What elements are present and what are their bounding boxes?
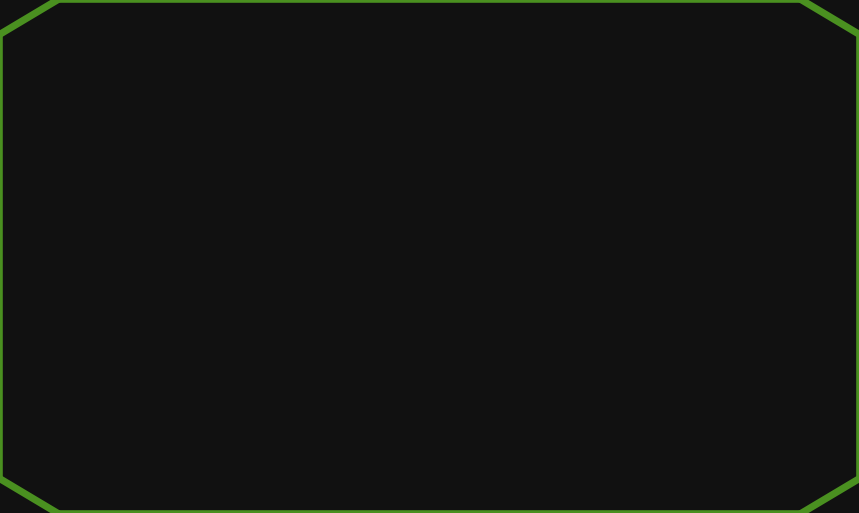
- Point: [594, 432, 608, 440]
- Point: [605, 432, 618, 441]
- Text: //ALURA: //ALURA: [749, 477, 829, 495]
- Point: [540, 426, 554, 435]
- Text: MÍNIMO: MÍNIMO: [629, 451, 703, 469]
- Point: [573, 430, 587, 439]
- Point: [559, 429, 573, 437]
- Point: [602, 432, 616, 441]
- Point: [265, 268, 278, 276]
- Point: [606, 432, 619, 441]
- Point: [479, 409, 493, 418]
- Point: [606, 432, 619, 441]
- Point: [604, 432, 618, 441]
- Point: [605, 432, 618, 441]
- Point: [606, 432, 619, 441]
- Point: [131, 114, 145, 123]
- Point: [430, 388, 443, 396]
- Point: [600, 432, 614, 441]
- Y-axis label: FUNÇÃO DE PERDA: FUNÇÃO DE PERDA: [49, 162, 64, 310]
- Point: [582, 431, 596, 440]
- Text: θ: θ: [470, 458, 484, 481]
- Point: [589, 432, 603, 440]
- Point: [598, 432, 612, 440]
- Text: VALOR INICIAL: VALOR INICIAL: [148, 451, 283, 469]
- Point: [361, 347, 375, 355]
- Point: [515, 420, 528, 428]
